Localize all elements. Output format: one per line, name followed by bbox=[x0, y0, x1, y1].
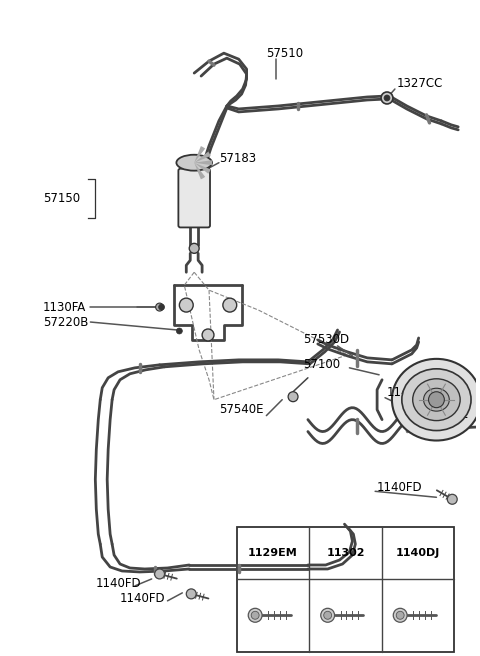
Circle shape bbox=[155, 569, 165, 579]
Circle shape bbox=[158, 304, 165, 310]
Circle shape bbox=[189, 243, 199, 253]
Circle shape bbox=[202, 329, 214, 341]
Circle shape bbox=[180, 298, 193, 312]
Ellipse shape bbox=[423, 388, 449, 411]
Wedge shape bbox=[194, 152, 211, 163]
Circle shape bbox=[447, 494, 457, 504]
Wedge shape bbox=[194, 146, 205, 163]
Text: 1140DJ: 1140DJ bbox=[396, 548, 440, 558]
Text: 1140FD: 1140FD bbox=[120, 592, 166, 605]
Circle shape bbox=[156, 303, 164, 311]
Text: 1130FA: 1130FA bbox=[43, 300, 86, 314]
FancyBboxPatch shape bbox=[179, 169, 210, 228]
Circle shape bbox=[396, 611, 404, 619]
Text: 1140FD: 1140FD bbox=[96, 577, 141, 590]
Circle shape bbox=[321, 608, 335, 623]
Text: 11962: 11962 bbox=[432, 408, 469, 421]
Circle shape bbox=[384, 95, 390, 101]
Text: 57510: 57510 bbox=[266, 47, 303, 60]
Circle shape bbox=[393, 608, 407, 623]
Text: 1129EM: 1129EM bbox=[248, 548, 298, 558]
Circle shape bbox=[447, 407, 457, 417]
Text: 11302: 11302 bbox=[326, 548, 365, 558]
Circle shape bbox=[429, 392, 444, 407]
Text: 1140FD: 1140FD bbox=[387, 386, 432, 400]
Text: 57540E: 57540E bbox=[219, 403, 264, 416]
Ellipse shape bbox=[392, 359, 480, 441]
Wedge shape bbox=[194, 163, 211, 174]
Circle shape bbox=[223, 298, 237, 312]
Ellipse shape bbox=[176, 155, 212, 171]
Text: 57220B: 57220B bbox=[43, 316, 88, 329]
Wedge shape bbox=[194, 160, 212, 165]
Circle shape bbox=[186, 589, 196, 599]
Circle shape bbox=[176, 328, 182, 334]
Circle shape bbox=[251, 611, 259, 619]
Ellipse shape bbox=[402, 369, 471, 430]
Text: 57530D: 57530D bbox=[303, 333, 349, 346]
Text: 57100: 57100 bbox=[303, 358, 340, 371]
Circle shape bbox=[248, 608, 262, 623]
Bar bbox=[237, 527, 454, 651]
Circle shape bbox=[381, 92, 393, 104]
Text: 1140FD: 1140FD bbox=[377, 481, 423, 494]
Text: 57183: 57183 bbox=[219, 152, 256, 165]
Circle shape bbox=[288, 392, 298, 401]
Text: 57150: 57150 bbox=[43, 192, 80, 205]
Text: 1327CC: 1327CC bbox=[397, 77, 443, 89]
Circle shape bbox=[324, 611, 332, 619]
Wedge shape bbox=[194, 163, 205, 179]
Ellipse shape bbox=[413, 379, 460, 420]
